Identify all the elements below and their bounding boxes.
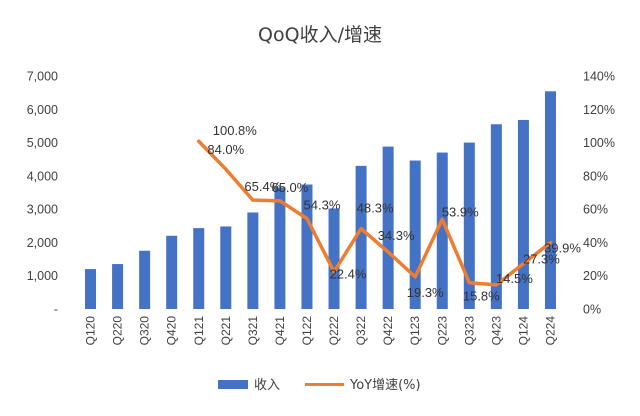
line-data-label: 65.0% xyxy=(271,180,308,195)
x-tick-label: Q320 xyxy=(138,316,152,346)
x-tick-label: Q221 xyxy=(219,316,233,346)
data-labels: 100.8% 84.0% 65.4%65.0% 54.3% 22.4% 48.3% 34.3… xyxy=(207,123,581,303)
right-tick-label: 100% xyxy=(583,136,615,150)
line-data-label: 15.8% xyxy=(463,289,500,304)
bar xyxy=(85,269,97,309)
right-tick-label: 140% xyxy=(583,70,615,84)
line-data-label: 39.9% xyxy=(544,241,581,256)
bar xyxy=(112,264,124,309)
x-tick-label: Q220 xyxy=(111,316,125,346)
legend: 收入 YoY增速(%) xyxy=(218,378,421,393)
bar xyxy=(463,142,475,309)
x-tick-label: Q123 xyxy=(408,316,422,346)
line-data-label: 84.0% xyxy=(207,142,244,157)
bar xyxy=(517,119,529,310)
bar xyxy=(382,146,394,309)
bar xyxy=(220,226,232,309)
right-tick-label: 120% xyxy=(583,103,615,117)
bar xyxy=(544,91,556,309)
bar xyxy=(166,235,178,309)
line-data-label: 100.8% xyxy=(213,123,258,138)
x-tick-label: Q421 xyxy=(273,316,287,346)
bar xyxy=(139,250,151,309)
x-tick-label: Q120 xyxy=(84,316,98,346)
x-tick-label: Q323 xyxy=(462,316,476,346)
right-tick-label: 60% xyxy=(583,203,608,217)
chart-title: QoQ收入/增速 xyxy=(258,24,382,46)
legend-line-label: YoY增速(%) xyxy=(349,378,421,393)
bar xyxy=(355,165,367,309)
x-tick-label: Q222 xyxy=(327,316,341,346)
x-tick-label: Q124 xyxy=(516,316,530,346)
x-tick-label: Q224 xyxy=(543,316,557,346)
yoy-line xyxy=(197,139,553,287)
left-tick-label: 4,000 xyxy=(27,169,58,183)
x-tick-label: Q420 xyxy=(165,316,179,346)
x-tick-label: Q121 xyxy=(192,316,206,346)
legend-bar-label: 收入 xyxy=(254,378,280,393)
line-data-label: 27.3% xyxy=(523,252,560,267)
line-data-label: 54.3% xyxy=(304,198,341,213)
bar xyxy=(274,187,286,309)
line-data-label: 53.9% xyxy=(442,204,479,219)
bar xyxy=(193,228,205,309)
line-data-label: 22.4% xyxy=(330,267,367,282)
left-tick-label: 3,000 xyxy=(27,203,58,217)
right-axis: 0% 20% 40% 60% 80% 100% 120% 140% xyxy=(583,70,615,317)
left-tick-label: 2,000 xyxy=(27,236,58,250)
bar-series xyxy=(85,91,556,310)
right-tick-label: 40% xyxy=(583,236,608,250)
line-series xyxy=(197,139,553,287)
legend-bar-swatch xyxy=(218,380,248,389)
x-tick-label: Q423 xyxy=(489,316,503,346)
x-tick-label: Q321 xyxy=(246,316,260,346)
right-tick-label: 20% xyxy=(583,269,608,283)
left-tick-label: 7,000 xyxy=(27,70,58,84)
x-tick-label: Q223 xyxy=(435,316,449,346)
line-data-label: 48.3% xyxy=(357,201,394,216)
line-data-label: 19.3% xyxy=(407,285,444,300)
line-data-label: 34.3% xyxy=(378,228,415,243)
bar xyxy=(301,184,313,309)
right-tick-label: 80% xyxy=(583,169,608,183)
bar xyxy=(247,212,259,309)
x-tick-label: Q322 xyxy=(354,316,368,346)
line-data-label: 65.4% xyxy=(244,179,281,194)
bar xyxy=(409,160,421,309)
bar xyxy=(436,152,448,309)
x-axis: Q120 Q220 Q320 Q420 Q121 Q221 Q321 Q421 Q122 Q222… xyxy=(84,316,558,346)
line-data-label: 14.5% xyxy=(496,271,533,286)
right-tick-label: 0% xyxy=(583,303,601,317)
x-tick-label: Q422 xyxy=(381,316,395,346)
left-tick-label: 5,000 xyxy=(27,136,58,150)
bar xyxy=(328,208,340,309)
x-tick-label: Q122 xyxy=(300,316,314,346)
bar xyxy=(490,124,502,309)
left-tick-label: 6,000 xyxy=(27,103,58,117)
left-axis: - 1,000 2,000 3,000 4,000 5,000 6,000 7,000 xyxy=(27,70,58,317)
left-tick-label: 1,000 xyxy=(27,269,58,283)
left-tick-label: - xyxy=(54,303,58,317)
